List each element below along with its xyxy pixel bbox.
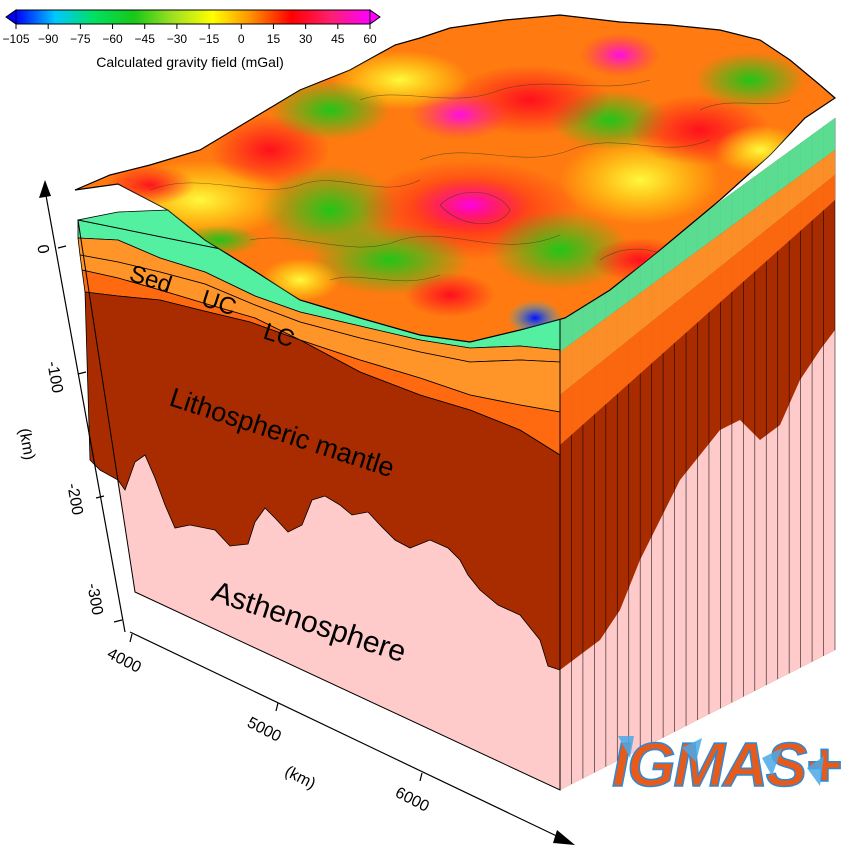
colorbar-tick-label: −75: [70, 32, 91, 46]
colorbar: −105 −90 −75 −60 −45 −30 −15 0 15 30 45 60 Calculat…: [2, 9, 381, 70]
colorbar-tick-label: 0: [238, 32, 245, 46]
colorbar-tick-label: −15: [199, 32, 220, 46]
horizontal-axis-line: [129, 631, 566, 841]
x-tick-6000: 6000: [392, 784, 432, 815]
x-tick-4000: 4000: [104, 645, 144, 676]
depth-tick-200: -200: [63, 482, 85, 517]
colorbar-extend-high: [369, 9, 381, 25]
colorbar-tick-label: −45: [135, 32, 156, 46]
depth-tick-0: 0: [33, 243, 51, 255]
depth-tick-300: -300: [83, 582, 105, 617]
x-tick-5000: 5000: [244, 714, 284, 745]
layer-lithospheric-mantle: [84, 291, 561, 671]
igmas-logo: IGMAS+: [611, 730, 843, 801]
depth-tick-100: -100: [43, 360, 65, 395]
colorbar-tick-label: −30: [167, 32, 188, 46]
logo-text: IGMAS+: [612, 731, 840, 800]
colorbar-title: Calculated gravity field (mGal): [96, 54, 284, 70]
depth-axis: 0 -100 -200 -300 (km): [15, 180, 126, 633]
colorbar-extend-low: [5, 9, 17, 25]
colorbar-gradient: [15, 9, 371, 25]
colorbar-tick-label: −60: [102, 32, 123, 46]
right-face-sed-strip: [560, 118, 835, 352]
colorbar-tick-label: 30: [299, 32, 313, 46]
horizontal-axis-unit: (km): [282, 763, 318, 793]
colorbar-tick-label: −90: [38, 32, 59, 46]
right-face-uc-strip: [560, 150, 835, 395]
depth-axis-arrowhead: [39, 180, 51, 198]
depth-axis-unit: (km): [15, 427, 37, 461]
block-front-face: [77, 209, 561, 791]
colorbar-tick-label: 45: [331, 32, 345, 46]
colorbar-tick-label: −105: [2, 32, 29, 46]
colorbar-tick-label: 15: [267, 32, 281, 46]
right-face-lc-strip: [560, 175, 835, 445]
horizontal-axis-arrowhead: [553, 830, 575, 845]
block-right-face: [559, 118, 836, 790]
depth-axis-line: [44, 189, 126, 633]
colorbar-tick-label: 60: [363, 32, 377, 46]
colorbar-ticks: −105 −90 −75 −60 −45 −30 −15 0 15 30 45 60: [2, 24, 377, 46]
